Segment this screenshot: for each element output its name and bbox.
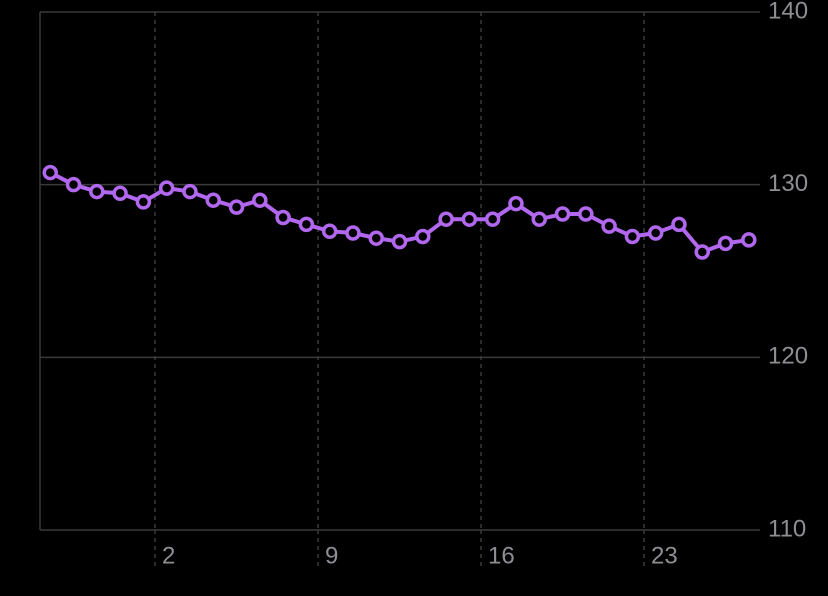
data-point: [717, 235, 734, 252]
data-point: [42, 164, 58, 181]
x-tick-label: 9: [325, 542, 338, 569]
data-point: [368, 230, 384, 246]
data-point: [671, 216, 687, 233]
data-point: [438, 211, 454, 227]
x-tick-label: 16: [488, 542, 515, 569]
data-point: [112, 185, 128, 202]
data-point: [182, 183, 198, 200]
data-point: [321, 223, 338, 240]
y-tick-label: 140: [768, 0, 808, 24]
data-point: [89, 183, 105, 200]
y-tick-label: 130: [768, 170, 808, 197]
data-point: [135, 194, 152, 210]
data-point: [694, 244, 711, 260]
y-tick-label: 120: [768, 343, 808, 370]
data-point: [554, 206, 571, 222]
data-point: [578, 206, 594, 222]
data-point: [647, 225, 664, 241]
data-point: [65, 176, 82, 193]
y-tick-label: 110: [768, 515, 806, 542]
data-point: [624, 228, 641, 245]
x-tick-label: 2: [162, 542, 175, 569]
data-point: [741, 232, 757, 248]
x-tick-label: 23: [651, 542, 678, 569]
data-point: [228, 199, 245, 215]
data-point: [415, 228, 431, 245]
data-point: [508, 195, 524, 212]
data-point: [158, 180, 175, 196]
data-point: [275, 209, 291, 226]
data-point: [484, 211, 501, 227]
data-point: [298, 216, 315, 233]
data-point: [391, 233, 408, 250]
data-point: [252, 192, 268, 208]
data-point: [461, 211, 478, 227]
data-point: [601, 218, 617, 234]
data-point: [205, 192, 221, 208]
data-point: [345, 225, 361, 241]
data-point: [531, 211, 547, 227]
